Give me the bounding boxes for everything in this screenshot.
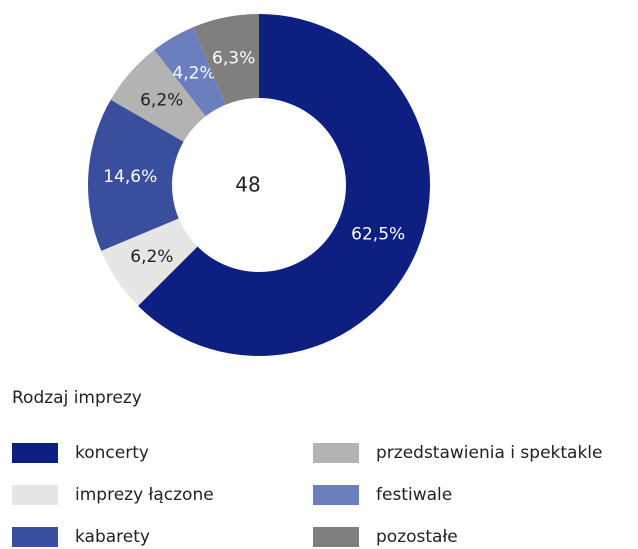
donut-segment [154,27,226,117]
data-label: 6,2% [140,90,183,110]
donut-segment [110,49,206,142]
legend-label: imprezy łączone [75,485,214,505]
legend-swatch [313,443,359,463]
legend-label: przedstawienia i spektakle [376,443,603,463]
legend-label: koncerty [75,443,149,463]
donut-segment [87,99,184,251]
data-label: 6,3% [212,49,255,69]
data-label: 14,6% [103,167,157,187]
data-label: 62,5% [351,224,405,244]
legend-label: pozostałe [376,527,458,547]
legend-swatch [12,527,58,547]
donut-segment [101,218,198,306]
legend-swatch [313,527,359,547]
legend-title: Rodzaj imprezy [12,388,142,408]
data-label: 4,2% [172,64,215,84]
legend-label: festiwale [376,485,452,505]
center-label: 48 [235,173,260,197]
data-label: 6,2% [130,247,173,267]
legend-swatch [12,443,58,463]
legend-label: kabarety [75,527,150,547]
donut-segment [138,14,431,356]
legend-swatch [12,485,58,505]
legend-swatch [313,485,359,505]
donut-segment [193,14,259,105]
